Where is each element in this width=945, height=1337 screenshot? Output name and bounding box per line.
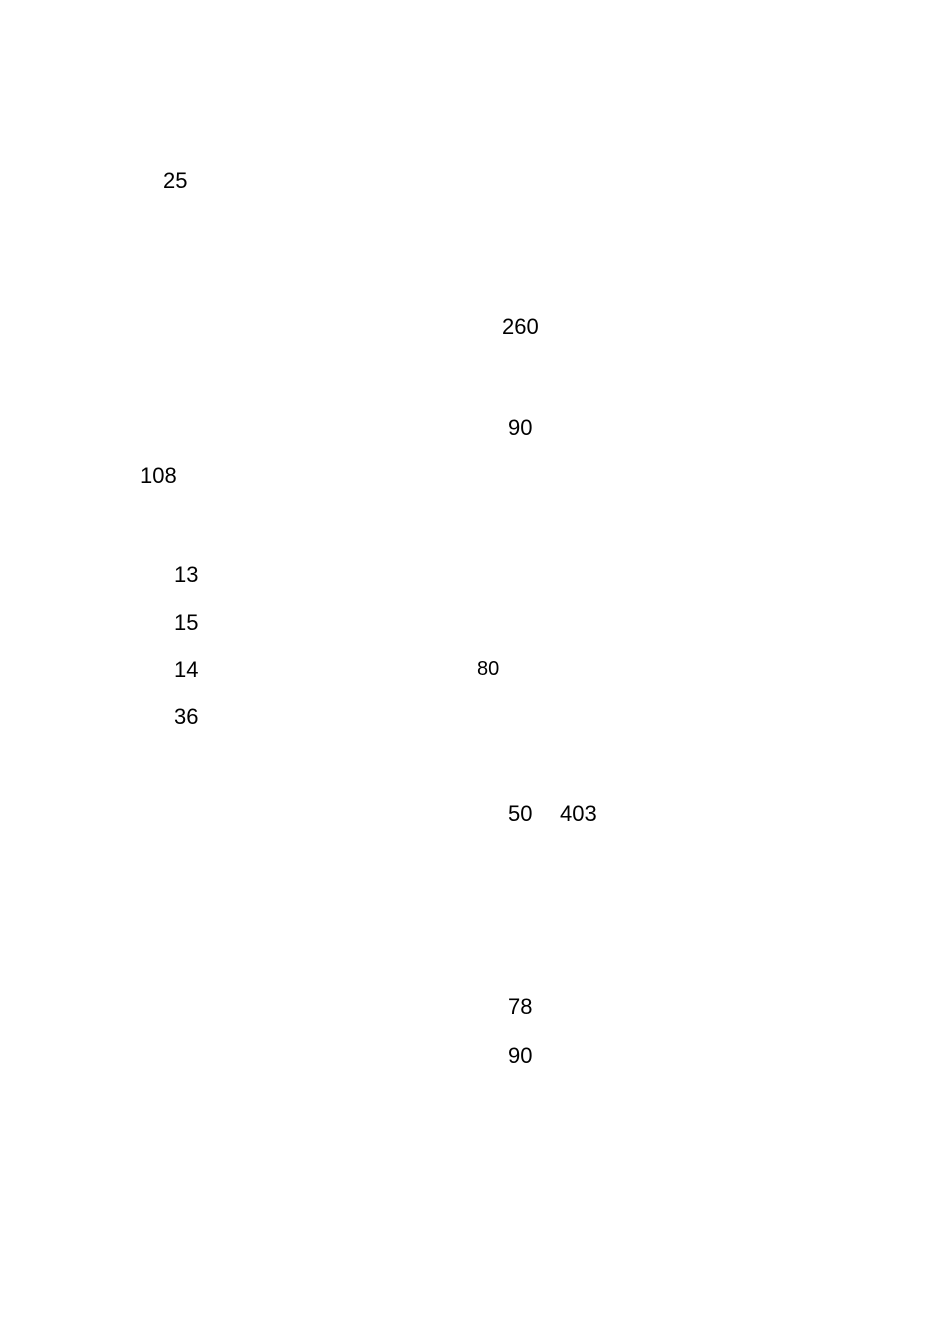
number-label: 80 [477, 658, 499, 681]
number-label: 13 [174, 562, 198, 588]
number-label: 78 [508, 994, 532, 1020]
number-label: 50 [508, 801, 532, 827]
number-label: 108 [140, 463, 177, 489]
number-label: 90 [508, 415, 532, 441]
number-label: 14 [174, 657, 198, 683]
number-label: 36 [174, 704, 198, 730]
number-label: 15 [174, 610, 198, 636]
number-label: 90 [508, 1043, 532, 1069]
number-label: 260 [502, 314, 539, 340]
number-label: 25 [163, 168, 187, 194]
number-label: 403 [560, 801, 597, 827]
